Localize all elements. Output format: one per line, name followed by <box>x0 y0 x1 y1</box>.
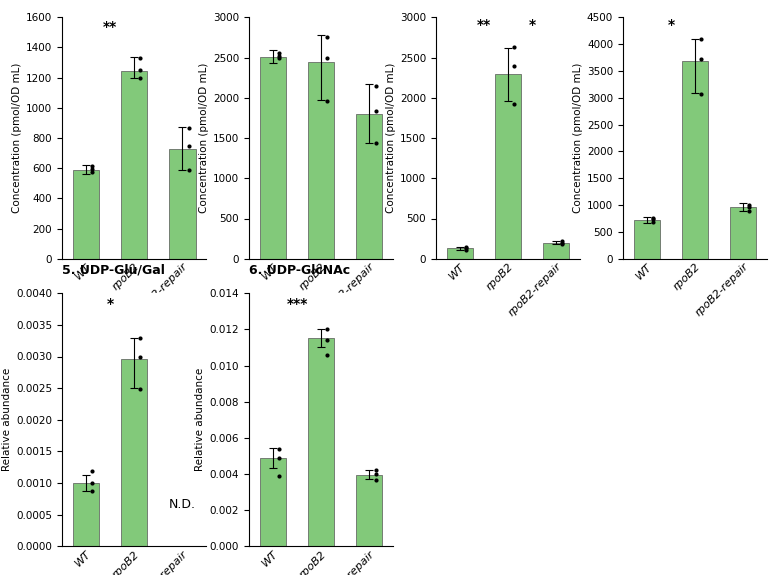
Point <box>182 123 195 132</box>
Point <box>370 466 382 475</box>
Bar <box>169 148 195 259</box>
Point <box>370 106 382 115</box>
Point <box>460 244 473 253</box>
Point <box>273 48 285 58</box>
Text: **: ** <box>477 18 491 32</box>
Point <box>134 352 146 361</box>
Point <box>370 469 382 478</box>
Point <box>86 164 98 174</box>
Point <box>86 486 98 496</box>
Point <box>321 96 333 105</box>
Bar <box>121 71 147 259</box>
Text: *: * <box>667 18 674 32</box>
Bar <box>634 220 660 259</box>
Point <box>273 52 285 61</box>
Y-axis label: Concentration (pmol/OD mL): Concentration (pmol/OD mL) <box>12 63 22 213</box>
Bar <box>121 359 147 546</box>
Bar <box>73 483 99 546</box>
Point <box>134 66 146 75</box>
Point <box>556 238 569 247</box>
Point <box>182 165 195 174</box>
Point <box>556 239 569 248</box>
Bar <box>308 62 334 259</box>
Point <box>508 62 521 71</box>
Point <box>695 34 708 43</box>
Point <box>273 53 285 63</box>
Y-axis label: Relative abundance: Relative abundance <box>195 368 205 471</box>
Point <box>321 53 333 63</box>
Point <box>134 333 146 342</box>
Point <box>134 385 146 394</box>
Bar <box>356 475 383 546</box>
Y-axis label: Concentration (pmol/OD mL): Concentration (pmol/OD mL) <box>573 63 583 213</box>
Point <box>743 202 756 211</box>
Point <box>370 139 382 148</box>
Bar <box>446 248 474 259</box>
Point <box>273 444 285 453</box>
Bar <box>260 57 286 259</box>
Point <box>86 478 98 488</box>
Text: 1. GTP: 1. GTP <box>62 0 108 1</box>
Point <box>370 475 382 484</box>
Y-axis label: Concentration (pmol/OD mL): Concentration (pmol/OD mL) <box>199 63 208 213</box>
Point <box>460 245 473 254</box>
Point <box>86 162 98 171</box>
Point <box>647 213 660 223</box>
Bar <box>73 170 99 259</box>
Point <box>273 471 285 480</box>
Point <box>321 350 333 359</box>
Point <box>460 242 473 251</box>
Text: 2. ATP: 2. ATP <box>249 0 293 1</box>
Point <box>86 466 98 476</box>
Point <box>647 214 660 223</box>
Point <box>647 217 660 227</box>
Point <box>508 43 521 52</box>
Point <box>86 167 98 176</box>
Point <box>695 89 708 98</box>
Text: 3. CTP: 3. CTP <box>436 0 480 1</box>
Point <box>321 336 333 345</box>
Bar <box>730 207 756 259</box>
Point <box>273 453 285 462</box>
Point <box>695 54 708 63</box>
Point <box>321 32 333 41</box>
Bar <box>495 74 522 259</box>
Point <box>321 325 333 334</box>
Text: 6. UDP-GlcNAc: 6. UDP-GlcNAc <box>249 264 350 277</box>
Text: N.D.: N.D. <box>169 499 196 512</box>
Bar <box>260 458 286 546</box>
Text: *: * <box>106 297 114 311</box>
Point <box>508 99 521 109</box>
Bar <box>356 114 383 259</box>
Bar <box>543 243 570 259</box>
Point <box>370 81 382 90</box>
Point <box>182 141 195 150</box>
Point <box>743 206 756 216</box>
Text: 4. UTP: 4. UTP <box>623 0 669 1</box>
Point <box>134 73 146 82</box>
Bar <box>682 62 708 259</box>
Text: ***: *** <box>287 297 308 311</box>
Point <box>134 53 146 63</box>
Y-axis label: Concentration (pmol/OD mL): Concentration (pmol/OD mL) <box>386 63 396 213</box>
Bar <box>308 338 334 546</box>
Text: 5. UDP-Glu/Gal: 5. UDP-Glu/Gal <box>62 264 165 277</box>
Text: *: * <box>529 18 536 32</box>
Point <box>556 237 569 246</box>
Point <box>743 200 756 209</box>
Y-axis label: Relative abundance: Relative abundance <box>2 368 12 471</box>
Text: **: ** <box>103 20 117 34</box>
